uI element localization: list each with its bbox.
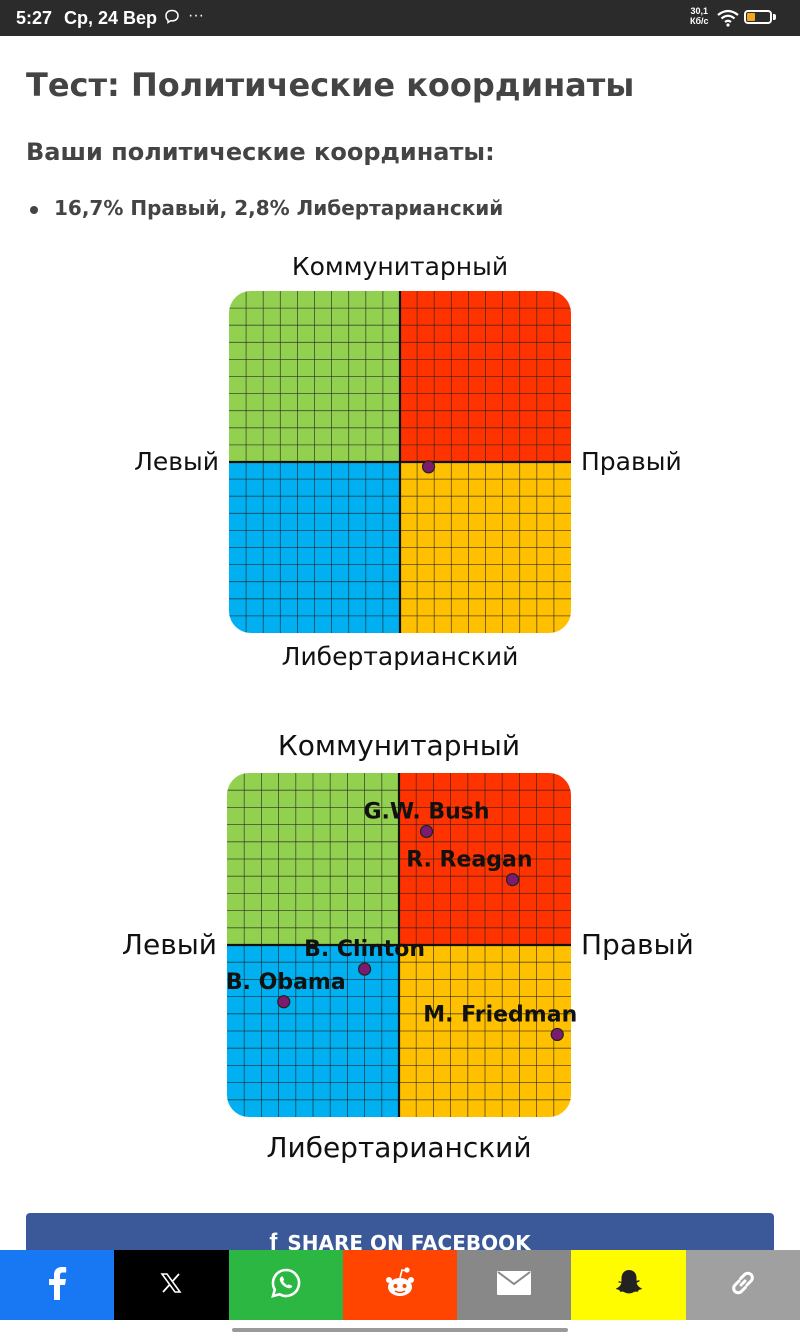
data-point bbox=[505, 873, 520, 887]
data-point bbox=[277, 995, 291, 1009]
share-snapchat-button[interactable] bbox=[571, 1250, 686, 1320]
page-title: Тест: Политические координаты bbox=[26, 66, 635, 104]
facebook-icon: f bbox=[269, 1229, 278, 1256]
network-speed-value: 30,1 bbox=[690, 6, 709, 16]
share-facebook-button[interactable] bbox=[0, 1250, 115, 1320]
axis-label-left: Левый bbox=[122, 928, 217, 961]
compass-plot-area bbox=[227, 773, 571, 1117]
point-label: B. Obama bbox=[226, 970, 346, 995]
results-list: 16,7% Правый, 2,8% Либертарианский bbox=[26, 196, 503, 220]
axis-label-top: Коммунитарный bbox=[278, 729, 520, 762]
whatsapp-icon bbox=[270, 1267, 302, 1303]
axis-label-right: Правый bbox=[581, 447, 682, 476]
data-point bbox=[358, 962, 372, 976]
point-label: B. Clinton bbox=[304, 937, 425, 962]
compass-plot-area bbox=[229, 291, 571, 633]
data-point bbox=[419, 824, 434, 839]
share-email-button[interactable] bbox=[457, 1250, 572, 1320]
axis-label-top: Коммунитарный bbox=[292, 252, 508, 281]
user-political-compass-chart: Коммунитарный Либертарианский Левый Правый bbox=[0, 244, 800, 674]
share-whatsapp-button[interactable] bbox=[228, 1250, 343, 1320]
x-icon bbox=[160, 1272, 182, 1298]
facebook-icon bbox=[47, 1266, 67, 1304]
gesture-bar bbox=[0, 1320, 800, 1340]
share-reddit-button[interactable] bbox=[342, 1250, 458, 1320]
reference-compass-svg: Коммунитарный Либертарианский Левый Правый G… bbox=[122, 729, 694, 1164]
point-label: R. Reagan bbox=[406, 848, 532, 873]
viber-notification-icon bbox=[164, 9, 180, 29]
battery-icon bbox=[744, 10, 772, 24]
status-date: Ср, 24 Вер bbox=[64, 8, 158, 28]
wifi-icon bbox=[716, 9, 740, 32]
reference-political-compass-chart: Коммунитарный Либертарианский Левый Правый G… bbox=[0, 720, 800, 1170]
data-point bbox=[550, 1027, 564, 1042]
axis-label-left: Левый bbox=[134, 447, 219, 476]
axis-label-bottom: Либертарианский bbox=[266, 1131, 531, 1164]
network-speed-unit: Кб/с bbox=[690, 16, 709, 26]
status-bar: 5:27 Ср, 24 Вер ··· 30,1 Кб/с bbox=[0, 0, 800, 36]
results-heading: Ваши политические координаты: bbox=[26, 138, 495, 166]
snapchat-icon bbox=[613, 1267, 645, 1303]
more-notifications-icon: ··· bbox=[188, 7, 204, 24]
battery-level-fill bbox=[747, 13, 755, 21]
battery-tip bbox=[773, 14, 776, 20]
result-item: 16,7% Правый, 2,8% Либертарианский bbox=[26, 196, 503, 220]
share-x-button[interactable] bbox=[114, 1250, 229, 1320]
axis-label-right: Правый bbox=[581, 928, 694, 961]
copy-link-button[interactable] bbox=[685, 1250, 800, 1320]
reddit-icon bbox=[382, 1266, 418, 1304]
status-time: 5:27 bbox=[16, 8, 53, 28]
home-gesture-pill[interactable] bbox=[232, 1328, 568, 1332]
axis-label-bottom: Либертарианский bbox=[282, 642, 519, 671]
link-icon bbox=[728, 1268, 758, 1302]
point-label: M. Friedman bbox=[423, 1002, 577, 1027]
share-bar bbox=[0, 1250, 800, 1320]
point-label: G.W. Bush bbox=[363, 799, 489, 824]
user-compass-svg: Коммунитарный Либертарианский Левый Правый bbox=[134, 252, 682, 671]
email-icon bbox=[497, 1271, 532, 1299]
data-point bbox=[421, 460, 436, 474]
network-speed: 30,1 Кб/с bbox=[690, 6, 709, 26]
